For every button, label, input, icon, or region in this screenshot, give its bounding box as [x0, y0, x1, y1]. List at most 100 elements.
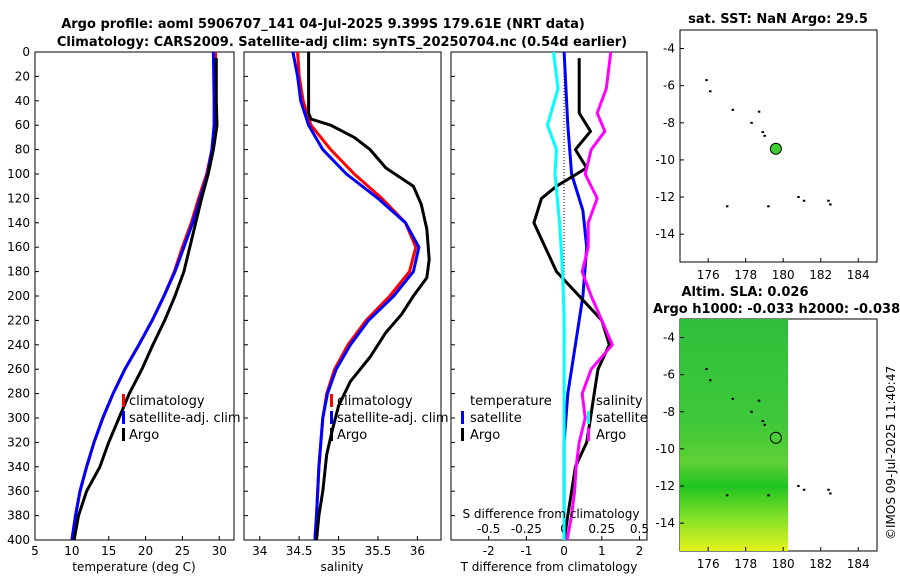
salinity-legend: climatology satellite-adj. clim Argo [330, 394, 449, 443]
sst-map-title: sat. SST: NaN Argo: 29.5 [688, 12, 868, 27]
depth-tick-label: 0 [22, 45, 30, 59]
island-marker [797, 485, 800, 488]
map-x-tick-label: 176 [697, 268, 720, 282]
legend-swatch-t-satellite [461, 411, 464, 424]
legend-swatch-argo [122, 428, 125, 441]
legend-swatch-t-argo [461, 428, 464, 441]
depth-tick-label: 280 [7, 387, 30, 401]
island-marker [757, 399, 761, 402]
x-tick-label: 1 [598, 544, 606, 558]
legend-swatch-argo [330, 428, 333, 441]
sla-heatmap [680, 319, 788, 551]
legend-title-salinity: salinity [596, 394, 643, 409]
temperature-xlabel: temperature (deg C) [72, 560, 195, 574]
series-line-t-argo [532, 58, 611, 541]
x-tick-label: 10 [64, 544, 79, 558]
depth-tick-label: 340 [7, 460, 30, 474]
depth-tick-label: 400 [7, 533, 30, 547]
legend-swatch-satellite [330, 411, 333, 424]
island-marker [763, 134, 766, 137]
depth-tick-label: 180 [7, 265, 30, 279]
map-x-tick-label: 178 [734, 268, 757, 282]
island-marker [750, 410, 753, 413]
island-marker [829, 203, 832, 206]
map-y-tick-label: -14 [655, 227, 675, 241]
series-line-s-argo [565, 51, 614, 541]
depth-tick-label: 160 [7, 240, 30, 254]
map-y-tick-label: -12 [655, 190, 675, 204]
depth-tick-label: 80 [15, 143, 30, 157]
series-line-t-satellite [562, 51, 589, 540]
island-marker [725, 494, 729, 497]
s-tick-label: 0.25 [588, 522, 615, 536]
legend-title-temperature: temperature [470, 394, 552, 409]
map-x-tick-label: 182 [809, 268, 832, 282]
legend-label-satellite: satellite-adj. clim [129, 411, 241, 426]
map-y-tick-label: -4 [663, 42, 675, 56]
island-marker [705, 368, 708, 371]
legend-label-argo: Argo [337, 428, 367, 443]
s-difference-xlabel: S difference from climatology [463, 507, 640, 521]
depth-tick-label: 120 [7, 191, 30, 205]
x-tick-label: 36 [410, 544, 425, 558]
x-tick-label: -1 [520, 544, 532, 558]
map-y-tick-label: -10 [655, 153, 675, 167]
legend-label-climatology: climatology [129, 394, 205, 409]
temperature-axes [34, 51, 235, 541]
legend-swatch-climatology [122, 394, 125, 407]
sst-map: 176 178 180 182 184 -4 -6 -8 -10 -12 -14 [655, 42, 869, 282]
map-y-tick-label: -8 [663, 116, 675, 130]
title-line-1: Argo profile: aoml 5906707_141 04-Jul-20… [61, 17, 585, 32]
island-marker [763, 423, 766, 426]
depth-tick-label: 200 [7, 289, 30, 303]
title-line-2: Climatology: CARS2009. Satellite-adj cli… [57, 35, 627, 50]
map-x-tick-label: 182 [809, 557, 832, 571]
x-tick-label: 2 [636, 544, 644, 558]
x-tick-label: 25 [175, 544, 190, 558]
island-marker [757, 110, 761, 113]
depth-axis: 0 20 40 60 80 100 120 140 160 180 200 220 240 260 280 3… [7, 45, 455, 547]
legend-label-s-argo: Argo [596, 428, 626, 443]
depth-tick-label: 40 [15, 94, 30, 108]
island-marker [731, 397, 735, 400]
series-line-s-satellite [546, 51, 566, 540]
legend-swatch-s-argo [587, 428, 590, 441]
island-marker [827, 199, 830, 202]
legend-swatch-satellite [122, 411, 125, 424]
island-marker [767, 205, 770, 208]
legend-swatch-s-satellite [587, 411, 590, 424]
map-x-tick-label: 184 [847, 557, 870, 571]
map-y-tick-label: -6 [663, 368, 675, 382]
salinity-axes [243, 51, 442, 541]
island-marker [829, 492, 832, 495]
map-x-tick-label: 180 [772, 268, 795, 282]
legend-label-t-satellite: satellite [470, 411, 522, 426]
legend-label-t-argo: Argo [470, 428, 500, 443]
legend-label-climatology: climatology [337, 394, 413, 409]
s-tick-label: -0.25 [511, 522, 542, 536]
sla-map-title-2: Argo h1000: -0.033 h2000: -0.038 [653, 302, 900, 317]
x-tick-label: 35 [331, 544, 346, 558]
imos-watermark: ©IMOS 09-Jul-2025 11:40:47 [884, 366, 898, 540]
x-tick-label: 30 [212, 544, 227, 558]
x-tick-label: 20 [138, 544, 153, 558]
island-marker [750, 121, 753, 124]
s-tick-label: -0.5 [477, 522, 500, 536]
argo-position-marker [769, 431, 782, 444]
salinity-xlabel: salinity [320, 560, 363, 574]
map-y-tick-label: -14 [655, 516, 675, 530]
depth-tick-label: 140 [7, 216, 30, 230]
legend-label-s-satellite: satellite [596, 411, 648, 426]
depth-tick-label: 60 [15, 118, 30, 132]
depth-tick-label: 240 [7, 338, 30, 352]
depth-tick-label: 320 [7, 435, 30, 449]
island-marker [802, 199, 806, 202]
sla-map: 176 178 180 182 184 -4 -6 -8 -10 -12 -14 [655, 331, 869, 571]
temperature-legend: climatology satellite-adj. clim Argo [122, 394, 241, 443]
x-tick-label: 15 [101, 544, 116, 558]
depth-tick-label: 260 [7, 362, 30, 376]
map-y-tick-label: -8 [663, 405, 675, 419]
island-marker [709, 90, 712, 93]
x-tick-label: 0 [560, 544, 568, 558]
